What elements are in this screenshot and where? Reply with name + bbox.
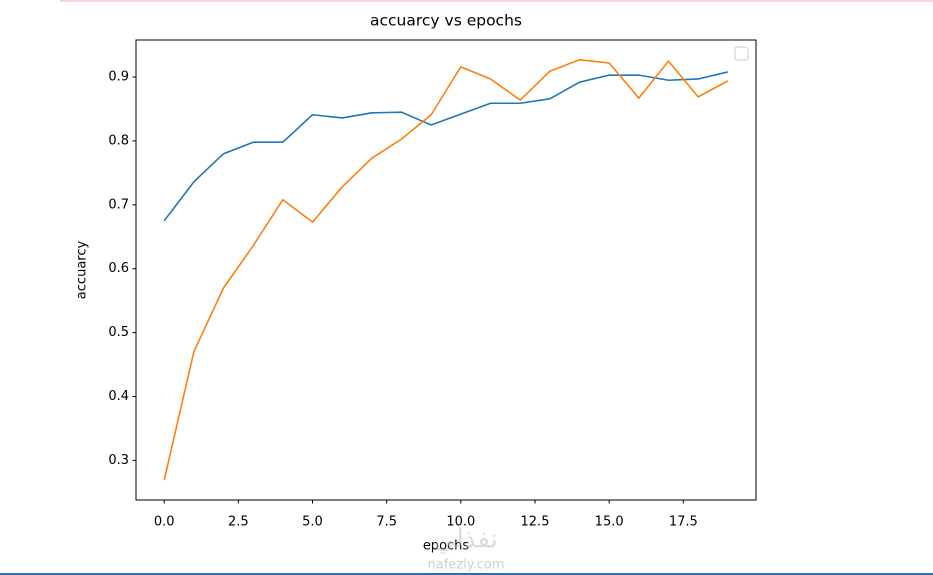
y-tick-label: 0.7 xyxy=(108,197,129,212)
x-tick-label: 15.0 xyxy=(595,515,624,530)
legend xyxy=(734,46,749,61)
y-tick-label: 0.3 xyxy=(108,453,129,468)
x-tick-label: 2.5 xyxy=(228,515,249,530)
x-tick-label: 17.5 xyxy=(669,515,698,530)
x-tick-label: 7.5 xyxy=(376,515,397,530)
plot-area xyxy=(163,59,729,481)
y-tick-label: 0.8 xyxy=(108,133,129,148)
y-tick-label: 0.4 xyxy=(108,389,129,404)
y-tick-label: 0.5 xyxy=(108,325,129,340)
x-tick-label: 12.5 xyxy=(521,515,550,530)
chart-title: accuarcy vs epochs xyxy=(370,12,522,30)
y-axis-label: accuarcy xyxy=(75,241,90,300)
axes-frame xyxy=(135,39,757,501)
x-tick-label: 10.0 xyxy=(446,515,475,530)
x-axis-label: epochs xyxy=(423,539,470,554)
data-line xyxy=(163,71,729,222)
x-tick-label: 0.0 xyxy=(154,515,175,530)
watermark: نفذلي xyxy=(434,525,498,555)
y-tick-label: 0.9 xyxy=(108,70,129,85)
x-tick-label: 5.0 xyxy=(302,515,323,530)
watermark: nafezly.com xyxy=(428,558,505,573)
data-line xyxy=(163,59,729,481)
y-tick-label: 0.6 xyxy=(108,261,129,276)
